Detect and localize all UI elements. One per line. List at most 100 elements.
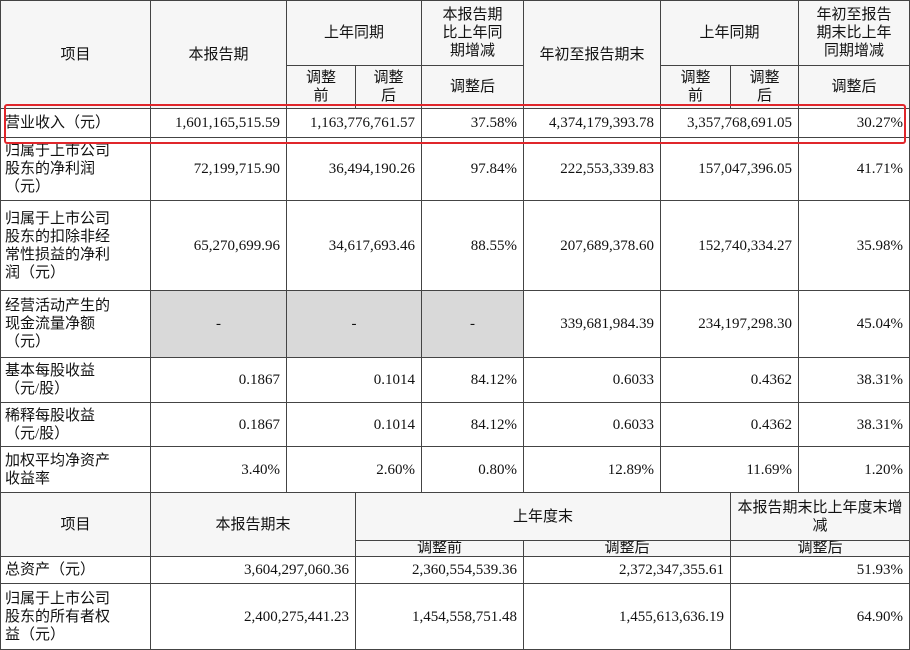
- value-cell: 97.84%: [421, 137, 525, 201]
- header-cell: 调整前: [355, 540, 524, 557]
- value-cell: 339,681,984.39: [523, 290, 662, 358]
- table-row: 加权平均净资产收益率 3.40% 2.60% 0.80% 12.89% 11.69% 1.2…: [0, 446, 910, 493]
- value-cell: 0.80%: [421, 446, 525, 493]
- value-cell: 30.27%: [798, 108, 910, 138]
- header-cell: 调整后: [522, 540, 732, 557]
- value-cell: 1,455,613,636.19: [522, 583, 732, 650]
- header-text: 调整前: [306, 70, 337, 104]
- value-cell: 4,374,179,393.78: [523, 108, 662, 138]
- row-label: 归属于上市公司股东的净利润（元）: [5, 143, 111, 195]
- header-cell: 调整后: [798, 65, 910, 109]
- value-cell: 84.12%: [421, 357, 525, 403]
- value-cell: 3,604,297,060.36: [150, 556, 356, 584]
- value-cell: 222,553,339.83: [523, 137, 662, 201]
- row-label-cell: 营业收入（元）: [0, 108, 151, 138]
- bottom-body: 总资产（元） 3,604,297,060.36 2,360,554,539.36 2,…: [0, 556, 910, 650]
- header-text: 调整后: [749, 70, 780, 104]
- row-label-cell: 基本每股收益（元/股）: [0, 357, 151, 403]
- value-cell: 157,047,396.05: [660, 137, 800, 201]
- value-cell: 152,740,334.27: [660, 200, 800, 291]
- header-cell: 上年同期: [285, 0, 423, 66]
- table-row: 归属于上市公司股东的所有者权益（元） 2,400,275,441.23 1,454,…: [0, 583, 910, 650]
- value-cell: 3.40%: [150, 446, 287, 493]
- value-cell: 51.93%: [730, 556, 910, 584]
- value-cell: 65,270,699.96: [150, 200, 287, 291]
- value-cell: 1.20%: [798, 446, 910, 493]
- header-cell: 调整后: [421, 65, 525, 109]
- header-cell: 调整后: [354, 65, 423, 109]
- top-table: 项目 本报告期 上年同期 本报告期比上年同期增减 年初至报告期末 上年同期 年初…: [0, 0, 910, 493]
- row-label: 经营活动产生的现金流量净额（元）: [5, 298, 111, 350]
- header-cell: 本报告期末: [150, 492, 356, 557]
- header-cell: 上年度末: [354, 492, 732, 541]
- table-row: 经营活动产生的现金流量净额（元） - - -339,681,984.39 234,197…: [0, 290, 910, 358]
- value-cell: 1,163,776,761.57: [285, 108, 423, 138]
- value-cell: -: [285, 290, 423, 358]
- value-cell: 11.69%: [660, 446, 800, 493]
- value-cell: 3,357,768,691.05: [660, 108, 800, 138]
- value-cell: 2,400,275,441.23: [150, 583, 356, 650]
- header-cell: 项目: [0, 0, 151, 109]
- header-text: 年初至报告期末比上年同期增减: [816, 7, 892, 59]
- value-cell: -: [150, 290, 287, 358]
- table-row: 基本每股收益（元/股） 0.1867 0.1014 84.12% 0.6033 0.436…: [0, 357, 910, 403]
- header-cell: 本报告期比上年同期增减: [421, 0, 525, 66]
- row-label-cell: 稀释每股收益（元/股）: [0, 402, 151, 447]
- value-cell: 38.31%: [798, 402, 910, 447]
- value-cell: 34,617,693.46: [285, 200, 423, 291]
- value-cell: 72,199,715.90: [150, 137, 287, 201]
- table-row: 稀释每股收益（元/股） 0.1867 0.1014 84.12% 0.6033 0.436…: [0, 402, 910, 447]
- value-cell: 2,372,347,355.61: [522, 556, 732, 584]
- value-cell: 0.6033: [523, 402, 662, 447]
- value-cell: 12.89%: [523, 446, 662, 493]
- value-cell: 64.90%: [730, 583, 910, 650]
- table-row: 归属于上市公司股东的净利润（元） 72,199,715.90 36,494,190.…: [0, 137, 910, 201]
- table-row: 营业收入（元） 1,601,165,515.59 1,163,776,761.57 3…: [0, 108, 910, 138]
- row-label-cell: 加权平均净资产收益率: [0, 446, 151, 493]
- header-text: 调整后: [373, 70, 404, 104]
- value-cell: 207,689,378.60: [523, 200, 662, 291]
- value-cell: 0.6033: [523, 357, 662, 403]
- value-cell: 2,360,554,539.36: [355, 556, 524, 584]
- value-cell: -: [421, 290, 525, 358]
- value-cell: 38.31%: [798, 357, 910, 403]
- value-cell: 0.1867: [150, 357, 287, 403]
- header-cell: 本报告期末比上年度末增减: [730, 492, 910, 541]
- row-label: 稀释每股收益（元/股）: [5, 407, 96, 442]
- header-cell: 项目: [0, 492, 151, 557]
- header-cell: 调整后: [730, 540, 910, 557]
- table-row: 归属于上市公司股东的扣除非经常性损益的净利润（元） 65,270,699.96 34…: [0, 200, 910, 291]
- bottom-table: 项目 本报告期末 上年度末 本报告期末比上年度末增减 调整前 调整后 调整后 总…: [0, 492, 910, 650]
- row-label: 营业收入（元）: [5, 115, 111, 131]
- header-cell: 年初至报告期末比上年同期增减: [798, 0, 910, 66]
- header-cell: 调整后: [730, 65, 800, 109]
- row-label-cell: 归属于上市公司股东的扣除非经常性损益的净利润（元）: [0, 200, 151, 291]
- value-cell: 36,494,190.26: [285, 137, 423, 201]
- header-cell: 本报告期: [150, 0, 287, 109]
- value-cell: 0.4362: [660, 402, 800, 447]
- row-label-cell: 归属于上市公司股东的净利润（元）: [0, 137, 151, 201]
- value-cell: 37.58%: [421, 108, 525, 138]
- value-cell: 41.71%: [798, 137, 910, 201]
- value-cell: 1,601,165,515.59: [150, 108, 287, 138]
- header-cell: 调整前: [660, 65, 732, 109]
- value-cell: 0.1014: [285, 402, 423, 447]
- header-cell: 调整前: [286, 65, 356, 109]
- row-label-cell: 经营活动产生的现金流量净额（元）: [0, 290, 151, 358]
- value-cell: 45.04%: [798, 290, 910, 358]
- value-cell: 0.1014: [285, 357, 423, 403]
- table-row: 总资产（元） 3,604,297,060.36 2,360,554,539.36 2,…: [0, 556, 910, 584]
- top-body: 营业收入（元） 1,601,165,515.59 1,163,776,761.57 3…: [0, 108, 910, 493]
- row-label-cell: 归属于上市公司股东的所有者权益（元）: [0, 583, 151, 650]
- value-cell: 0.1867: [150, 402, 287, 447]
- row-label: 归属于上市公司股东的扣除非经常性损益的净利润（元）: [5, 210, 111, 281]
- row-label: 总资产（元）: [5, 562, 96, 578]
- row-label: 归属于上市公司股东的所有者权益（元）: [5, 590, 111, 643]
- value-cell: 88.55%: [421, 200, 525, 291]
- header-cell: 上年同期: [660, 0, 800, 66]
- value-cell: 1,454,558,751.48: [355, 583, 524, 650]
- header-text: 调整前: [680, 70, 711, 104]
- value-cell: 35.98%: [798, 200, 910, 291]
- value-cell: 234,197,298.30: [660, 290, 800, 358]
